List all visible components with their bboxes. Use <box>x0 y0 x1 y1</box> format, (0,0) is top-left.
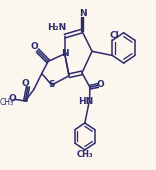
Text: O: O <box>21 79 29 88</box>
Text: CH₃: CH₃ <box>0 98 14 107</box>
Text: H₂N: H₂N <box>47 23 66 32</box>
Text: HN: HN <box>78 97 93 106</box>
Text: O: O <box>31 42 39 51</box>
Text: O: O <box>9 95 16 104</box>
Text: N: N <box>61 49 68 58</box>
Text: S: S <box>49 81 55 89</box>
Text: N: N <box>79 8 86 18</box>
Text: O: O <box>97 80 105 89</box>
Text: Cl: Cl <box>109 31 119 40</box>
Text: CH₃: CH₃ <box>77 150 93 159</box>
